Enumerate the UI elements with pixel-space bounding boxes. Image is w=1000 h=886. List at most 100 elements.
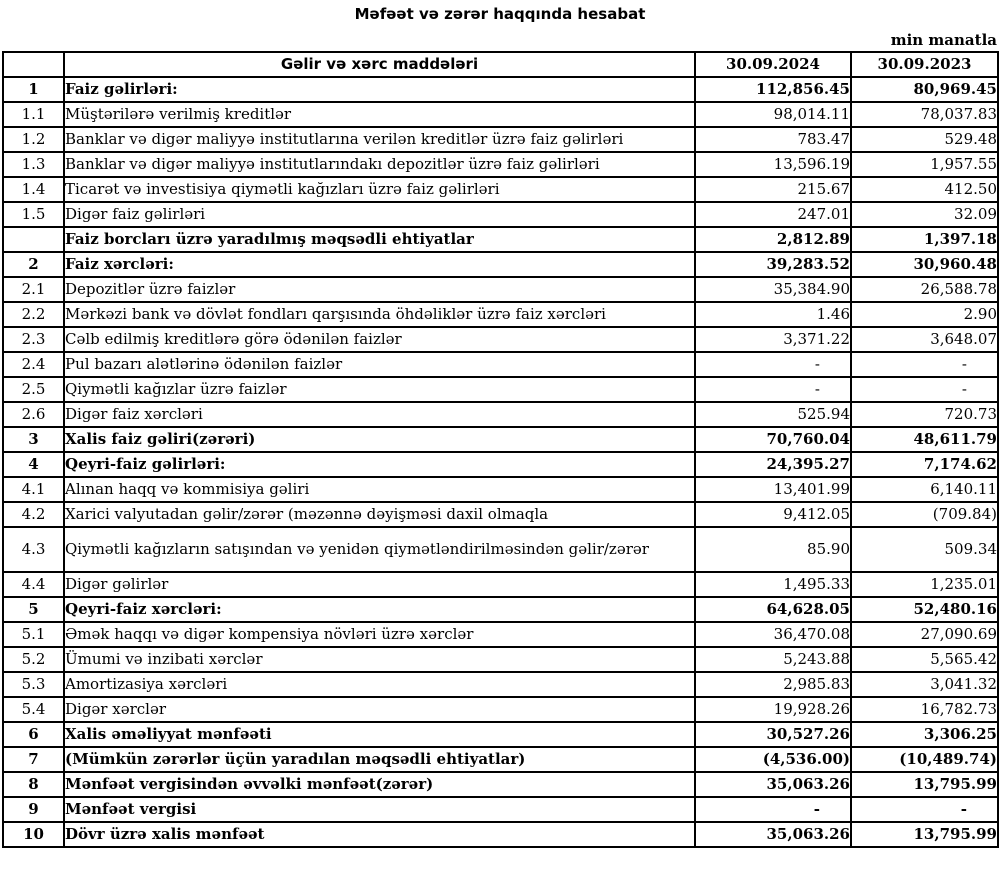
row-label: Müştərilərə verilmiş kreditlər [63,101,696,128]
value-2023: 48,611.79 [850,426,999,453]
row-label: Mənfəət vergisindən əvvəlki mənfəət(zərə… [63,771,696,798]
value-2024: 112,856.45 [694,76,852,103]
table-row: 1.5 Digər faiz gəlirləri 247.01 32.09 [2,201,999,228]
value-2024: 13,596.19 [694,151,852,178]
table-row: 6 Xalis əməliyyat mənfəəti 30,527.26 3,3… [2,721,999,748]
row-label: Faiz gəlirləri: [63,76,696,103]
column-header-2023: 30.09.2023 [850,51,999,78]
table-row: 3 Xalis faiz gəliri(zərəri) 70,760.04 48… [2,426,999,453]
row-label: Qiymətli kağızlar üzrə faizlər [63,376,696,403]
table-row: 1.2 Banklar və digər maliyyə institutlar… [2,126,999,153]
value-2023: - [850,376,999,403]
value-2024: 2,985.83 [694,671,852,698]
row-number: 2.6 [2,401,65,428]
row-number: 5.3 [2,671,65,698]
row-label: (Mümkün zərərlər üçün yaradılan məqsədli… [63,746,696,773]
value-2024: 215.67 [694,176,852,203]
row-number: 2.5 [2,376,65,403]
table-row: 4.3 Qiymətli kağızların satışından və ye… [2,526,999,573]
value-2024: 3,371.22 [694,326,852,353]
value-2023: 2.90 [850,301,999,328]
table-row: 2 Faiz xərcləri: 39,283.52 30,960.48 [2,251,999,278]
value-2023: 509.34 [850,526,999,573]
row-number: 1.1 [2,101,65,128]
value-2023: 6,140.11 [850,476,999,503]
value-2023: 32.09 [850,201,999,228]
row-label: Amortizasiya xərcləri [63,671,696,698]
value-2023: 13,795.99 [850,821,999,848]
row-number: 8 [2,771,65,798]
row-number: 5 [2,596,65,623]
row-label: Əmək haqqı və digər kompensiya növləri ü… [63,621,696,648]
value-2024: - [694,796,852,823]
value-2024: 30,527.26 [694,721,852,748]
value-2024: 9,412.05 [694,501,852,528]
row-number [2,226,65,253]
value-2023: 26,588.78 [850,276,999,303]
row-number: 4.2 [2,501,65,528]
value-2024: 70,760.04 [694,426,852,453]
row-number: 5.2 [2,646,65,673]
row-label: Cəlb edilmiş kreditlərə görə ödənilən fa… [63,326,696,353]
value-2023: 80,969.45 [850,76,999,103]
table-row: 5 Qeyri-faiz xərcləri: 64,628.05 52,480.… [2,596,999,623]
table-row: 2.1 Depozitlər üzrə faizlər 35,384.90 26… [2,276,999,303]
table-row: 5.2 Ümumi və inzibati xərclər 5,243.88 5… [2,646,999,673]
table-row: 1.4 Ticarət və investisiya qiymətli kağı… [2,176,999,203]
value-2024: - [694,351,852,378]
row-number: 1.2 [2,126,65,153]
value-2024: 35,384.90 [694,276,852,303]
table-row: 5.4 Digər xərclər 19,928.26 16,782.73 [2,696,999,723]
table-row: 1 Faiz gəlirləri: 112,856.45 80,969.45 [2,76,999,103]
row-label: Qeyri-faiz xərcləri: [63,596,696,623]
row-label: Alınan haqq və kommisiya gəliri [63,476,696,503]
unit-note: min manatla [890,30,997,49]
table-row: 10 Dövr üzrə xalis mənfəət 35,063.26 13,… [2,821,999,848]
row-number: 5.4 [2,696,65,723]
table-row: 8 Mənfəət vergisindən əvvəlki mənfəət(zə… [2,771,999,798]
value-2023: 30,960.48 [850,251,999,278]
row-number: 4.1 [2,476,65,503]
row-label: Mənfəət vergisi [63,796,696,823]
row-number: 1 [2,76,65,103]
row-number: 4.4 [2,571,65,598]
table-row: 5.3 Amortizasiya xərcləri 2,985.83 3,041… [2,671,999,698]
row-label: Qiymətli kağızların satışından və yenidə… [63,526,696,573]
value-2023: 720.73 [850,401,999,428]
row-number: 2 [2,251,65,278]
value-2023: 16,782.73 [850,696,999,723]
row-number: 6 [2,721,65,748]
row-number: 7 [2,746,65,773]
column-header-items: Gəlir və xərc maddələri [63,51,696,78]
table-row: 4.2 Xarici valyutadan gəlir/zərər (məzən… [2,501,999,528]
row-label: Digər xərclər [63,696,696,723]
table-row: 2.4 Pul bazarı alətlərinə ödənilən faizl… [2,351,999,378]
table-row: 4 Qeyri-faiz gəlirləri: 24,395.27 7,174.… [2,451,999,478]
table-row: 1.1 Müştərilərə verilmiş kreditlər 98,01… [2,101,999,128]
value-2024: 35,063.26 [694,771,852,798]
value-2023: 1,397.18 [850,226,999,253]
value-2024: 19,928.26 [694,696,852,723]
row-number: 1.5 [2,201,65,228]
row-label: Qeyri-faiz gəlirləri: [63,451,696,478]
value-2023: 27,090.69 [850,621,999,648]
value-2023: 5,565.42 [850,646,999,673]
value-2024: 2,812.89 [694,226,852,253]
value-2023: 1,957.55 [850,151,999,178]
value-2024: (4,536.00) [694,746,852,773]
value-2023: 412.50 [850,176,999,203]
table-row: 2.2 Mərkəzi bank və dövlət fondları qarş… [2,301,999,328]
header-row: Gəlir və xərc maddələri 30.09.2024 30.09… [2,51,999,78]
column-header-2024: 30.09.2024 [694,51,852,78]
value-2024: 1.46 [694,301,852,328]
row-label: Faiz borcları üzrə yaradılmış məqsədli e… [63,226,696,253]
value-2023: 529.48 [850,126,999,153]
row-number: 2.3 [2,326,65,353]
value-2023: 1,235.01 [850,571,999,598]
value-2024: 98,014.11 [694,101,852,128]
value-2024: 35,063.26 [694,821,852,848]
page-title: Məfəət və zərər haqqında hesabat [354,5,646,23]
row-label: Faiz xərcləri: [63,251,696,278]
value-2024: 525.94 [694,401,852,428]
